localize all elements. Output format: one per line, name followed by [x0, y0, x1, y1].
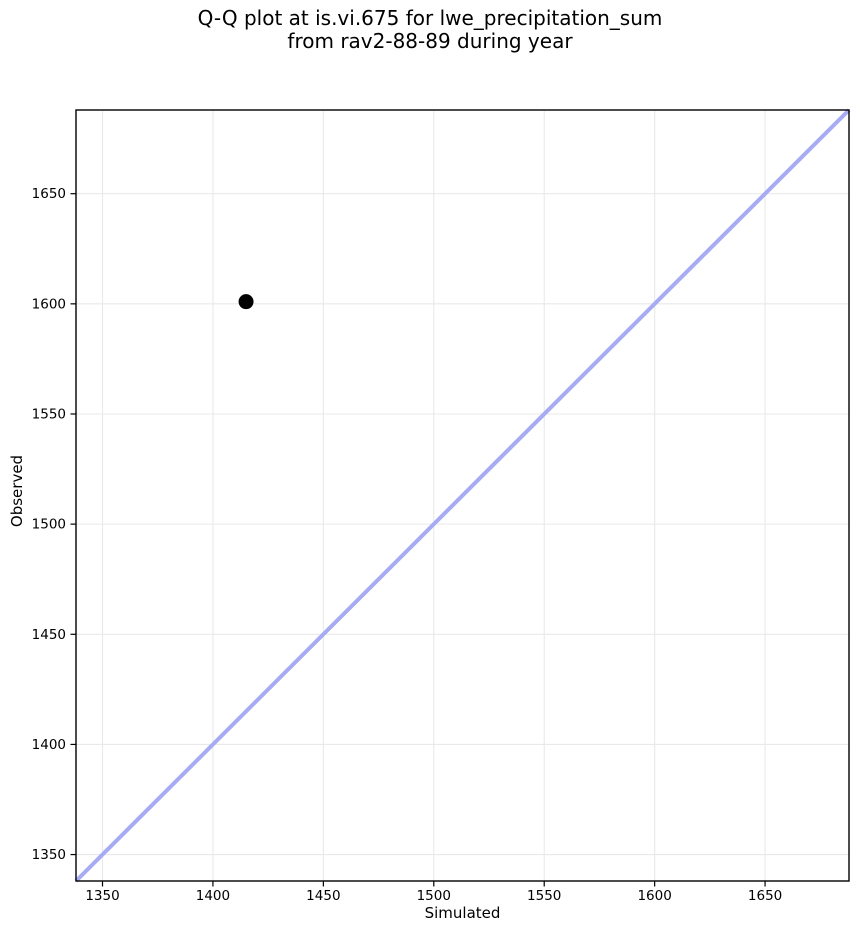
y-tick-label: 1350	[32, 847, 66, 863]
x-tick-label: 1450	[306, 888, 340, 904]
chart-title: Q-Q plot at is.vi.675 for lwe_precipitat…	[0, 7, 860, 53]
y-tick-label: 1550	[32, 406, 66, 422]
x-axis-label: Simulated	[424, 904, 501, 922]
y-tick-label: 1400	[32, 737, 66, 753]
x-tick-label: 1350	[85, 888, 119, 904]
x-tick-label: 1550	[527, 888, 561, 904]
x-tick-label: 1400	[196, 888, 230, 904]
x-tick-label: 1650	[748, 888, 782, 904]
plot-border	[75, 109, 850, 882]
chart-title-line-2: from rav2-88-89 during year	[287, 29, 573, 53]
identity-line	[74, 108, 851, 883]
x-tick-label: 1600	[637, 888, 671, 904]
y-tick-label: 1650	[32, 186, 66, 202]
y-tick-label: 1600	[32, 296, 66, 312]
y-tick-label: 1500	[32, 517, 66, 533]
data-point	[238, 294, 254, 310]
y-tick-label: 1450	[32, 627, 66, 643]
x-tick-label: 1500	[417, 888, 451, 904]
y-axis-label: Observed	[8, 454, 26, 528]
chart-title-line-1: Q-Q plot at is.vi.675 for lwe_precipitat…	[197, 6, 663, 30]
